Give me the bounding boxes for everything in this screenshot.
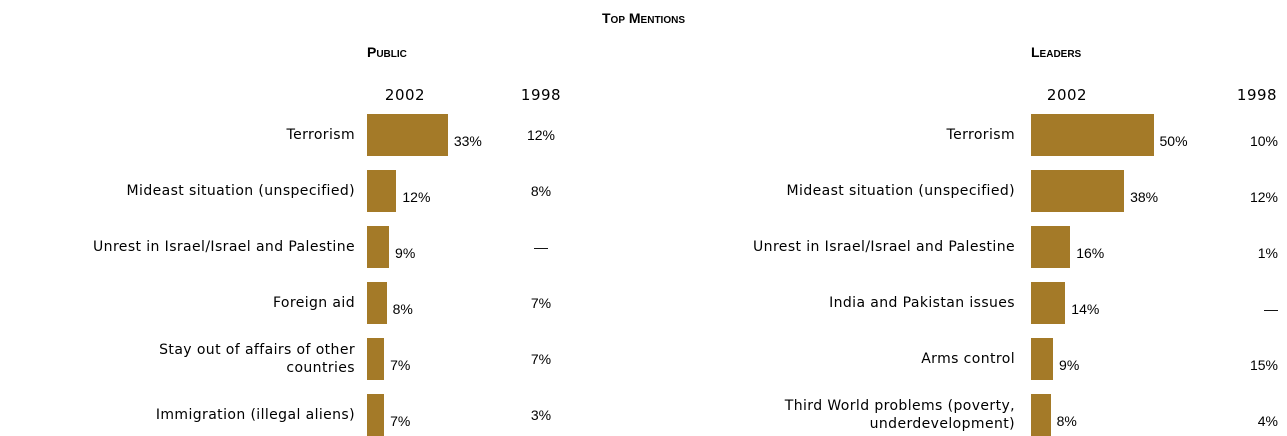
value-label-1998: 7% [530,295,552,311]
value-label: 14% [1071,301,1100,317]
value-label-1998: 4% [1257,413,1278,429]
column-header: 1998 [1236,86,1278,104]
value-label-1998: 1% [1257,245,1278,261]
category-label: Terrorism [286,127,355,143]
category-label: Immigration (illegal aliens) [155,407,355,423]
bar [367,170,397,212]
column-header: 2002 [1046,86,1088,104]
category-label: Third World problems (poverty, underdeve… [784,398,1015,432]
value-label: 12% [402,189,431,205]
panel-title: Public [367,44,407,60]
value-label-1998: 8% [530,183,552,199]
value-label-1998: 12% [526,127,556,143]
bar [1031,226,1071,268]
category-label: Mideast situation (unspecified) [786,183,1015,199]
column-header: 1998 [520,86,562,104]
bar [367,226,390,268]
value-label: 9% [1059,357,1080,373]
value-label-1998: 15% [1249,357,1278,373]
value-label: 7% [390,413,411,429]
category-label: Stay out of affairs of other countries [159,342,355,376]
category-label: Mideast situation (unspecified) [126,183,355,199]
value-label: 16% [1076,245,1105,261]
column-header: 2002 [384,86,426,104]
category-label: Terrorism [946,127,1015,143]
bar [367,282,387,324]
value-label: 9% [395,245,416,261]
value-label-1998: — [534,239,548,255]
panel-title: Leaders [1031,44,1082,60]
value-label: 7% [390,357,411,373]
value-label: 8% [1056,413,1077,429]
value-label: 33% [453,133,482,149]
page-title: Top Mentions [602,10,685,26]
bar [1031,282,1066,324]
category-label: Foreign aid [272,295,355,311]
value-label-1998: 12% [1249,189,1278,205]
bar [1031,394,1051,436]
value-label-1998: 7% [530,351,552,367]
bar [1031,114,1154,156]
bar [1031,170,1125,212]
value-label: 8% [392,301,413,317]
category-label: India and Pakistan issues [829,295,1015,311]
category-label: Unrest in Israel/Israel and Palestine [93,239,355,255]
value-label-1998: 3% [530,407,552,423]
category-label: Arms control [921,351,1015,367]
bar [367,114,448,156]
value-label-1998: — [1264,301,1278,317]
value-label: 50% [1159,133,1188,149]
value-label-1998: 10% [1249,133,1278,149]
bar [1031,338,1054,380]
bar [367,338,385,380]
bar [367,394,385,436]
value-label: 38% [1130,189,1159,205]
category-label: Unrest in Israel/Israel and Palestine [753,239,1015,255]
